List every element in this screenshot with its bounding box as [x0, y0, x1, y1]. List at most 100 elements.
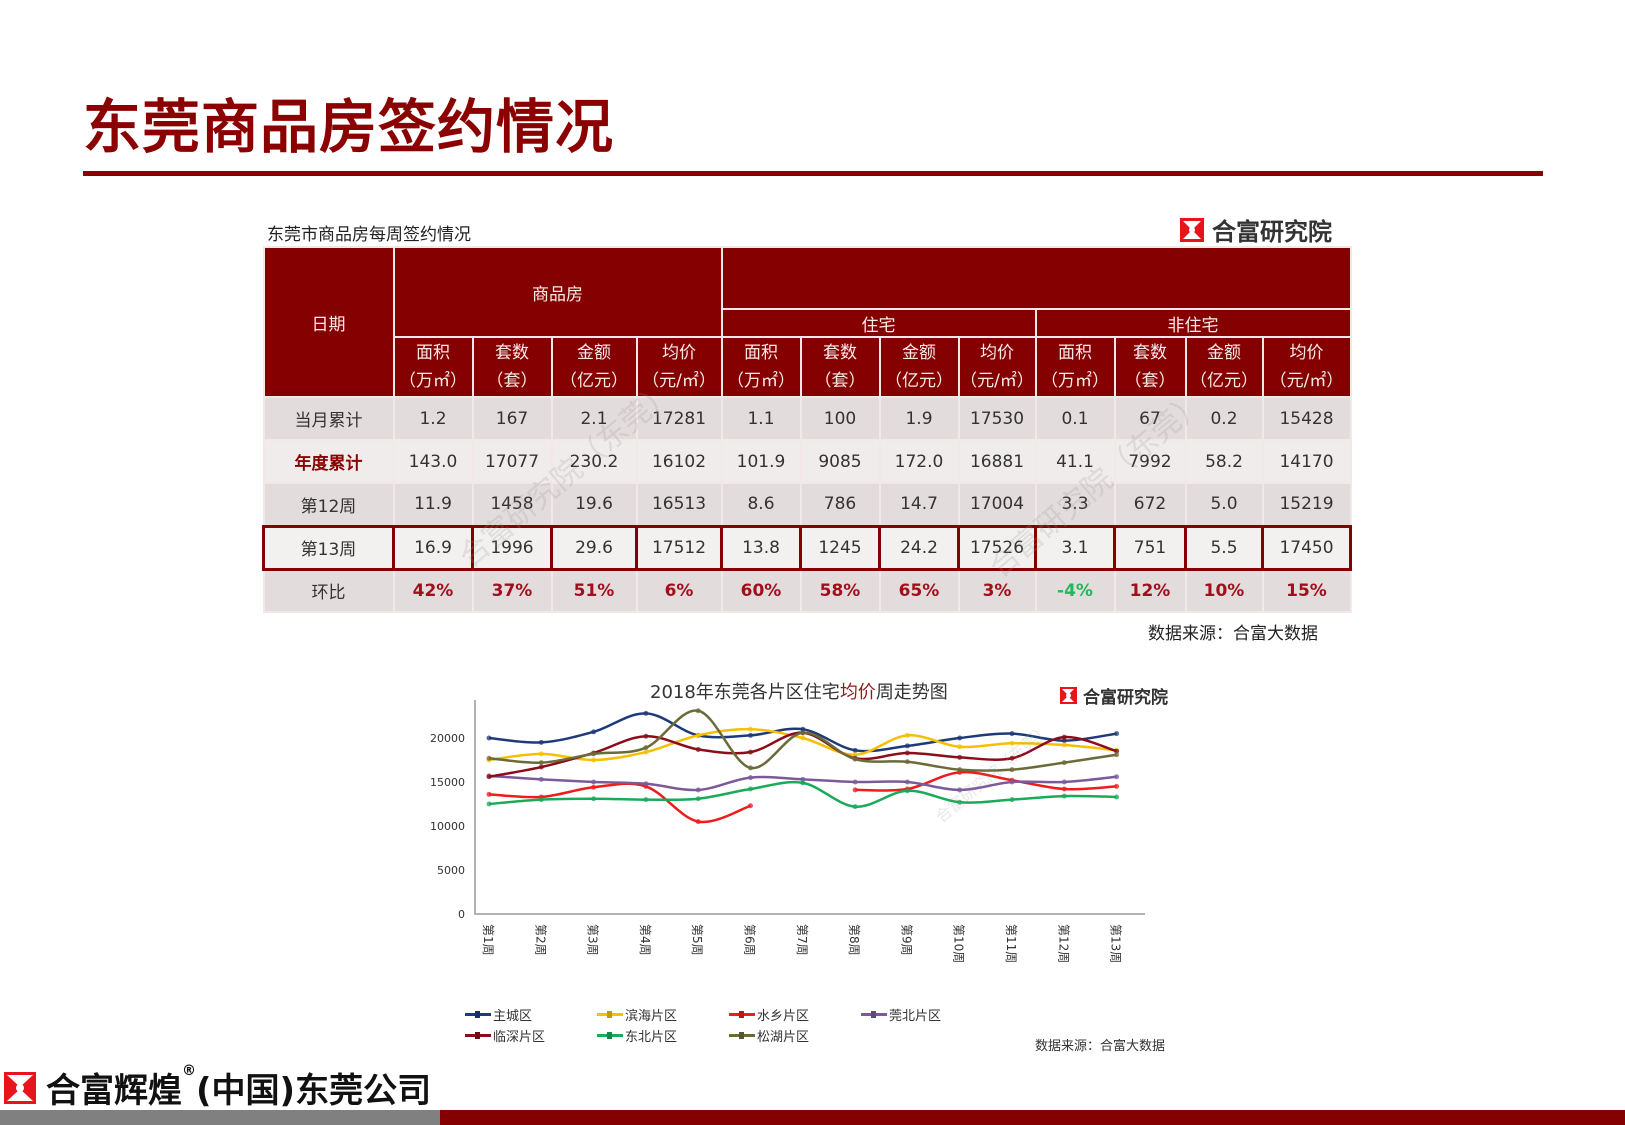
- footer-brand: 合富辉煌®(中国)东莞公司: [4, 1063, 431, 1112]
- table-cell: 167: [471, 396, 553, 441]
- table-cell: 58.2: [1184, 439, 1264, 484]
- footer-logo-icon: [4, 1071, 36, 1104]
- svg-text:第12周: 第12周: [1056, 924, 1070, 963]
- table-cell: 1245: [799, 524, 881, 571]
- table-cell: 0.2: [1184, 396, 1264, 441]
- price-trend-line-chart: 0 5000 10000 15000 20000 25000 第1周 第2周 第3周 第4周 第5周…: [430, 700, 1145, 963]
- column-header: 套数 （套）: [799, 336, 881, 398]
- table-cell: 12%: [1113, 568, 1187, 613]
- table-cell: 16102: [635, 439, 723, 484]
- row-label: 第12周: [262, 482, 395, 527]
- svg-text:第4周: 第4周: [638, 924, 652, 956]
- series-line: [488, 780, 1117, 808]
- svg-text:第7周: 第7周: [795, 924, 809, 956]
- column-header: 金额 （亿元）: [1184, 336, 1264, 398]
- table-cell: 751: [1113, 524, 1187, 571]
- column-header: 面积 （万㎡）: [720, 336, 802, 398]
- svg-text:第8周: 第8周: [847, 924, 861, 956]
- column-header: 金额 （亿元）: [550, 336, 638, 398]
- table-cell: 101.9: [720, 439, 802, 484]
- column-header: 均价 （元/㎡）: [1261, 336, 1352, 398]
- svg-text:第3周: 第3周: [586, 924, 600, 956]
- footer-company-name: 合富辉煌®(中国)东莞公司: [46, 1063, 432, 1111]
- table-cell: 172.0: [878, 439, 960, 484]
- table-cell: 17526: [957, 524, 1037, 571]
- table-cell: 1.1: [720, 396, 802, 441]
- svg-text:第2周: 第2周: [533, 924, 547, 956]
- table-source: 数据来源：合富大数据: [1148, 624, 1318, 644]
- table-row: 年度累计 143.0 17077 230.2 16102 101.9 9085 172.0 16…: [262, 439, 1352, 484]
- legend-swatch-icon: [729, 1013, 755, 1016]
- table-cell: 67: [1113, 396, 1187, 441]
- title-divider: [83, 171, 1543, 176]
- column-header: 套数 （套）: [471, 336, 553, 398]
- table-cell: 17512: [635, 524, 723, 571]
- legend-item: 主城区: [465, 1005, 597, 1024]
- column-header: 面积 （万㎡）: [1034, 336, 1116, 398]
- table-cell: 1.9: [878, 396, 960, 441]
- table-cell: 58%: [799, 568, 881, 613]
- legend-item: 莞北片区: [861, 1005, 993, 1024]
- table-cell: 2.1: [550, 396, 638, 441]
- brand-name: 合富研究院: [1083, 688, 1168, 708]
- table-cell: 16513: [635, 482, 723, 527]
- brand-logo-table: 合富研究院: [1180, 212, 1332, 247]
- table-cell: 15428: [1261, 396, 1352, 441]
- table-cell: 17004: [957, 482, 1037, 527]
- table-cell: 8.6: [720, 482, 802, 527]
- table-cell: 16881: [957, 439, 1037, 484]
- svg-text:第5周: 第5周: [690, 924, 704, 956]
- series-line: [488, 782, 751, 824]
- svg-text:第6周: 第6周: [743, 924, 757, 956]
- legend-item: 临深片区: [465, 1026, 597, 1045]
- header-group-residential: 住宅: [720, 308, 1037, 338]
- table-cell: 17450: [1261, 524, 1352, 571]
- series-line: [855, 770, 1117, 792]
- table-cell: 6%: [635, 568, 723, 613]
- svg-text:第11周: 第11周: [1004, 924, 1018, 963]
- table-cell: 17077: [471, 439, 553, 484]
- table-row: 环比 42% 37% 51% 6% 60% 58% 65% 3% -4% 12% 10% 15%: [262, 568, 1352, 613]
- footer-bar-red: [440, 1110, 1625, 1125]
- svg-text:20000: 20000: [430, 732, 465, 745]
- brand-logo-chart: 合富研究院: [1060, 683, 1168, 708]
- svg-text:5000: 5000: [437, 864, 465, 877]
- table-cell: 7992: [1113, 439, 1187, 484]
- header-date: 日期: [262, 246, 395, 398]
- table-cell: 14.7: [878, 482, 960, 527]
- row-label: 环比: [262, 568, 395, 613]
- table-cell: 51%: [550, 568, 638, 613]
- legend-item: 松湖片区: [729, 1026, 861, 1045]
- chart-legend: 主城区 滨海片区 水乡片区 莞北片区 临深片区 东北片区 松湖片区: [465, 1005, 993, 1045]
- table-cell: 29.6: [550, 524, 638, 571]
- svg-text:0: 0: [458, 908, 465, 921]
- row-label: 年度累计: [262, 439, 395, 484]
- chart-source: 数据来源：合富大数据: [1035, 1039, 1166, 1054]
- table-cell: 230.2: [550, 439, 638, 484]
- table-cell: 60%: [720, 568, 802, 613]
- table-cell: 19.6: [550, 482, 638, 527]
- brand-logo-icon: [1180, 217, 1204, 242]
- svg-text:第1周: 第1周: [481, 924, 495, 956]
- table-cell: 5.0: [1184, 482, 1264, 527]
- table-cell: 3.3: [1034, 482, 1116, 527]
- table-cell: 14170: [1261, 439, 1352, 484]
- table-cell: 3.1: [1034, 524, 1116, 571]
- table-cell: 42%: [392, 568, 474, 613]
- table-cell: 5.5: [1184, 524, 1264, 571]
- table-caption: 东莞市商品房每周签约情况: [267, 225, 471, 245]
- table-cell: 143.0: [392, 439, 474, 484]
- legend-swatch-icon: [465, 1034, 491, 1037]
- column-header: 套数 （套）: [1113, 336, 1187, 398]
- column-header: 均价 （元/㎡）: [635, 336, 723, 398]
- table-cell: 17530: [957, 396, 1037, 441]
- table-cell: 672: [1113, 482, 1187, 527]
- brand-name: 合富研究院: [1212, 218, 1332, 246]
- column-header: 面积 （万㎡）: [392, 336, 474, 398]
- table-cell: 17281: [635, 396, 723, 441]
- legend-item: 东北片区: [597, 1026, 729, 1045]
- column-header: 均价 （元/㎡）: [957, 336, 1037, 398]
- svg-text:25000: 25000: [430, 700, 465, 701]
- table-cell: 1996: [471, 524, 553, 571]
- table-cell: 15219: [1261, 482, 1352, 527]
